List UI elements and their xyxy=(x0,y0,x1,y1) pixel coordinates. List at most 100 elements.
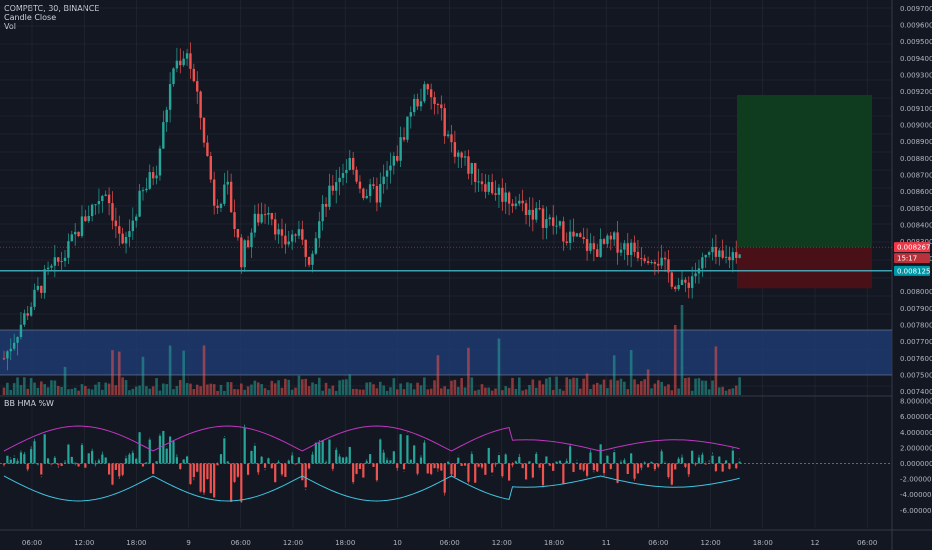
indicator-bar xyxy=(436,463,440,469)
candle-body xyxy=(26,313,29,316)
candle-body xyxy=(494,193,497,195)
candle-body xyxy=(111,203,114,221)
candle-body xyxy=(497,187,501,195)
volume-bar xyxy=(246,386,250,395)
volume-bar xyxy=(301,379,304,395)
volume-bar xyxy=(168,345,172,395)
volume-bar xyxy=(494,388,497,395)
indicator-bar xyxy=(284,463,287,477)
price-tick: 0.009400 xyxy=(900,55,932,63)
indicator-bar xyxy=(114,463,117,470)
candle-body xyxy=(165,109,168,123)
indicator-bar xyxy=(399,434,402,464)
volume-bar xyxy=(284,378,287,395)
indicator-bar xyxy=(294,463,297,465)
volume-bar xyxy=(134,386,138,395)
volume-bar xyxy=(212,384,216,395)
candle-body xyxy=(124,236,128,244)
candle-body xyxy=(640,258,643,260)
volume-bar xyxy=(19,385,23,395)
indicator-bar xyxy=(67,444,70,464)
volume-bar xyxy=(328,388,331,395)
candle-body xyxy=(141,190,145,192)
price-tick: 0.007400 xyxy=(900,388,932,396)
indicator-bar xyxy=(240,463,243,502)
candle-body xyxy=(104,194,107,196)
volume-bar xyxy=(551,389,555,395)
volume-bar xyxy=(395,389,399,395)
volume-bar xyxy=(192,389,196,395)
legend-candle-close: Candle Close xyxy=(4,13,57,22)
indicator-bar xyxy=(6,455,9,464)
volume-bar xyxy=(243,389,246,395)
countdown-tag: 15:17 xyxy=(897,255,917,263)
volume-bar xyxy=(53,380,57,395)
indicator-bar xyxy=(189,463,192,484)
price-tick: 0.008500 xyxy=(900,205,932,213)
indicator-bar xyxy=(196,463,199,472)
chart-legend: COMPBTC, 30, BINANCE Candle Close Vol xyxy=(4,4,99,31)
indicator-bar xyxy=(446,461,450,464)
time-tick: 18:00 xyxy=(335,539,355,547)
indicator-tick: -4.000000 xyxy=(900,491,932,499)
volume-bar xyxy=(660,381,663,395)
candle-body xyxy=(287,241,290,245)
candle-body xyxy=(240,237,243,268)
volume-bar xyxy=(362,389,365,395)
candle-body xyxy=(575,233,579,237)
indicator-bar xyxy=(33,441,36,464)
volume-bar xyxy=(199,386,202,395)
volume-bar xyxy=(555,376,558,395)
candle-body xyxy=(43,269,46,293)
indicator-tick: 4.000000 xyxy=(900,429,932,437)
volume-bar xyxy=(107,383,111,395)
candle-body xyxy=(182,58,185,66)
indicator-bar xyxy=(409,459,412,464)
candle-body xyxy=(429,89,433,98)
volume-bar xyxy=(514,388,518,395)
candle-body xyxy=(212,179,216,206)
indicator-bar xyxy=(491,463,494,473)
indicator-bar xyxy=(80,445,84,464)
price-tick: 0.008700 xyxy=(900,172,932,180)
volume-bar xyxy=(368,382,372,395)
volume-bar xyxy=(145,386,148,395)
indicator-bar xyxy=(26,463,29,470)
price-tick: 0.009100 xyxy=(900,105,932,113)
indicator-bar xyxy=(311,454,314,464)
indicator-bar xyxy=(236,463,240,477)
indicator-bar xyxy=(480,463,484,468)
volume-bar xyxy=(487,387,491,395)
candle-body xyxy=(687,282,690,288)
volume-bar xyxy=(77,390,80,395)
volume-bar xyxy=(721,386,724,395)
indicator-bar xyxy=(538,463,541,468)
indicator-bar xyxy=(379,439,382,464)
indicator-bar xyxy=(335,449,338,464)
indicator-bar xyxy=(518,457,521,464)
time-tick: 06:00 xyxy=(22,539,42,547)
indicator-bar xyxy=(36,463,39,465)
indicator-bar xyxy=(131,452,134,464)
volume-bar xyxy=(453,379,457,395)
indicator-bar xyxy=(724,460,728,464)
price-tick: 0.007900 xyxy=(900,305,932,313)
candle-body xyxy=(565,241,568,243)
candle-body xyxy=(351,157,355,170)
indicator-bar xyxy=(463,463,467,466)
indicator-tick: 2.000000 xyxy=(900,444,932,452)
indicator-bar xyxy=(592,463,595,471)
volume-bar xyxy=(524,389,528,395)
indicator-bar xyxy=(23,454,26,464)
volume-bar xyxy=(185,383,189,395)
indicator-bar xyxy=(484,463,487,475)
time-tick: 11 xyxy=(602,539,611,547)
indicator-bar xyxy=(355,463,358,474)
candle-body xyxy=(518,200,521,204)
volume-bar xyxy=(138,385,141,395)
candle-body xyxy=(406,116,409,140)
indicator-bar xyxy=(385,460,389,464)
indicator-bar xyxy=(684,463,687,467)
volume-bar xyxy=(178,379,182,395)
